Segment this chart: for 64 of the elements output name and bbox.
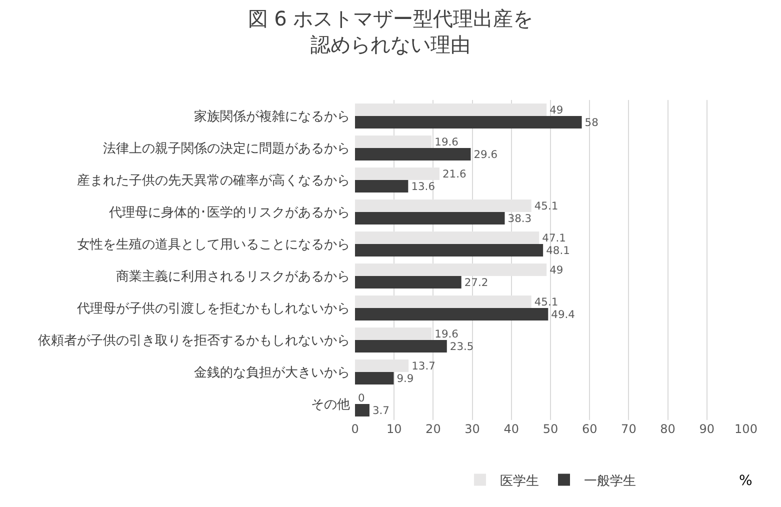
data-label: 38.3 — [508, 212, 532, 225]
bar — [355, 360, 409, 372]
data-label: 48.1 — [546, 244, 570, 257]
y-tick-label: 女性を生殖の道具として用いることになるから — [77, 238, 350, 253]
bar — [355, 372, 394, 384]
bar — [355, 212, 505, 224]
x-tick-label: 50 — [542, 422, 558, 436]
data-label: 47.1 — [542, 231, 566, 244]
x-axis-title: % — [739, 473, 752, 489]
data-label: 19.6 — [434, 327, 459, 340]
bar — [355, 264, 547, 276]
x-tick-label: 60 — [582, 422, 598, 436]
bar — [355, 148, 471, 160]
data-label: 49 — [550, 103, 564, 116]
bar — [355, 244, 544, 256]
data-label: 58 — [584, 116, 599, 129]
data-label: 9.9 — [396, 372, 414, 385]
y-tick-label: 依頼者が子供の引き取りを拒否するかもしれないから — [38, 334, 350, 349]
y-tick-label: その他 — [311, 398, 350, 413]
bar — [355, 180, 408, 192]
x-tick-label: 40 — [504, 422, 520, 436]
bar — [355, 116, 582, 128]
bar — [355, 168, 440, 180]
bar — [355, 340, 447, 352]
y-tick-label: 代理母に身体的･医学的リスクがあるから — [108, 206, 350, 221]
bar — [355, 232, 540, 244]
data-label: 45.1 — [534, 199, 558, 212]
x-tick-label: 80 — [660, 422, 676, 436]
data-label: 3.7 — [372, 404, 390, 417]
data-label: 29.6 — [474, 148, 498, 161]
bar — [355, 308, 548, 320]
legend-label: 医学生 — [500, 474, 539, 489]
y-tick-label: 商業主義に利用されるリスクがあるから — [116, 268, 350, 285]
data-label: 27.2 — [464, 276, 488, 289]
data-label: 21.6 — [442, 167, 466, 180]
bar — [355, 328, 432, 340]
data-label: 19.6 — [434, 135, 459, 148]
data-label: 13.6 — [411, 180, 436, 193]
x-tick-label: 20 — [426, 422, 441, 436]
x-tick-label: 0 — [351, 422, 359, 436]
data-label: 23.5 — [450, 340, 474, 353]
x-tick-label: 70 — [621, 422, 636, 436]
bar — [355, 276, 462, 288]
legend-label: 一般学生 — [584, 474, 636, 489]
bar — [355, 200, 532, 212]
y-tick-label: 法律上の親子関係の決定に問題があるから — [103, 142, 350, 157]
data-label: 49 — [550, 263, 564, 276]
bar — [355, 404, 370, 416]
data-label: 45.1 — [534, 295, 558, 308]
y-tick-label: 金銭的な負担が大きいから — [194, 366, 350, 381]
x-tick-label: 30 — [464, 422, 480, 436]
bar — [355, 136, 432, 148]
x-tick-label: 10 — [386, 422, 402, 436]
y-tick-label: 代理母が子供の引渡しを拒むかもしれないから — [76, 302, 350, 317]
chart-title: 図 6 ホストマザー型代理出産を認められない理由 — [248, 6, 534, 56]
bar — [355, 296, 532, 308]
x-tick-label: 90 — [699, 422, 715, 436]
data-label: 0 — [358, 391, 365, 404]
y-tick-label: 産まれた子供の先天異常の確率が高くなるから — [77, 172, 350, 189]
bar — [355, 104, 547, 116]
y-tick-label: 家族関係が複雑になるから — [194, 108, 350, 125]
data-label: 49.4 — [551, 308, 576, 321]
data-label: 13.7 — [412, 359, 436, 372]
x-tick-label: 100 — [734, 422, 758, 436]
